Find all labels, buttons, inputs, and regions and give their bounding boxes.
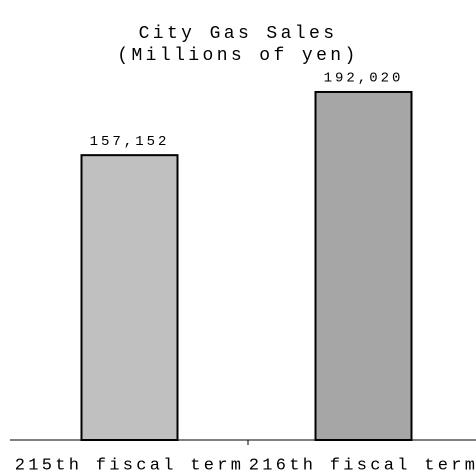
x-tick-label: 216th fiscal term bbox=[249, 456, 476, 473]
chart-subtitle: (Millions of yen) bbox=[117, 46, 358, 66]
value-label: 157,152 bbox=[90, 134, 170, 150]
bar bbox=[314, 90, 413, 442]
chart-title: City Gas Sales bbox=[139, 24, 338, 44]
x-tick-label: 215th fiscal term bbox=[15, 456, 245, 473]
bar bbox=[80, 154, 179, 442]
value-label: 192,020 bbox=[324, 71, 404, 87]
